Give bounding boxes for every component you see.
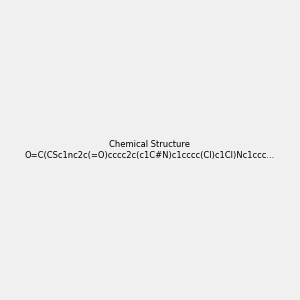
Text: Chemical Structure
O=C(CSc1nc2c(=O)cccc2c(c1C#N)c1cccc(Cl)c1Cl)Nc1ccc...: Chemical Structure O=C(CSc1nc2c(=O)cccc2… — [25, 140, 275, 160]
